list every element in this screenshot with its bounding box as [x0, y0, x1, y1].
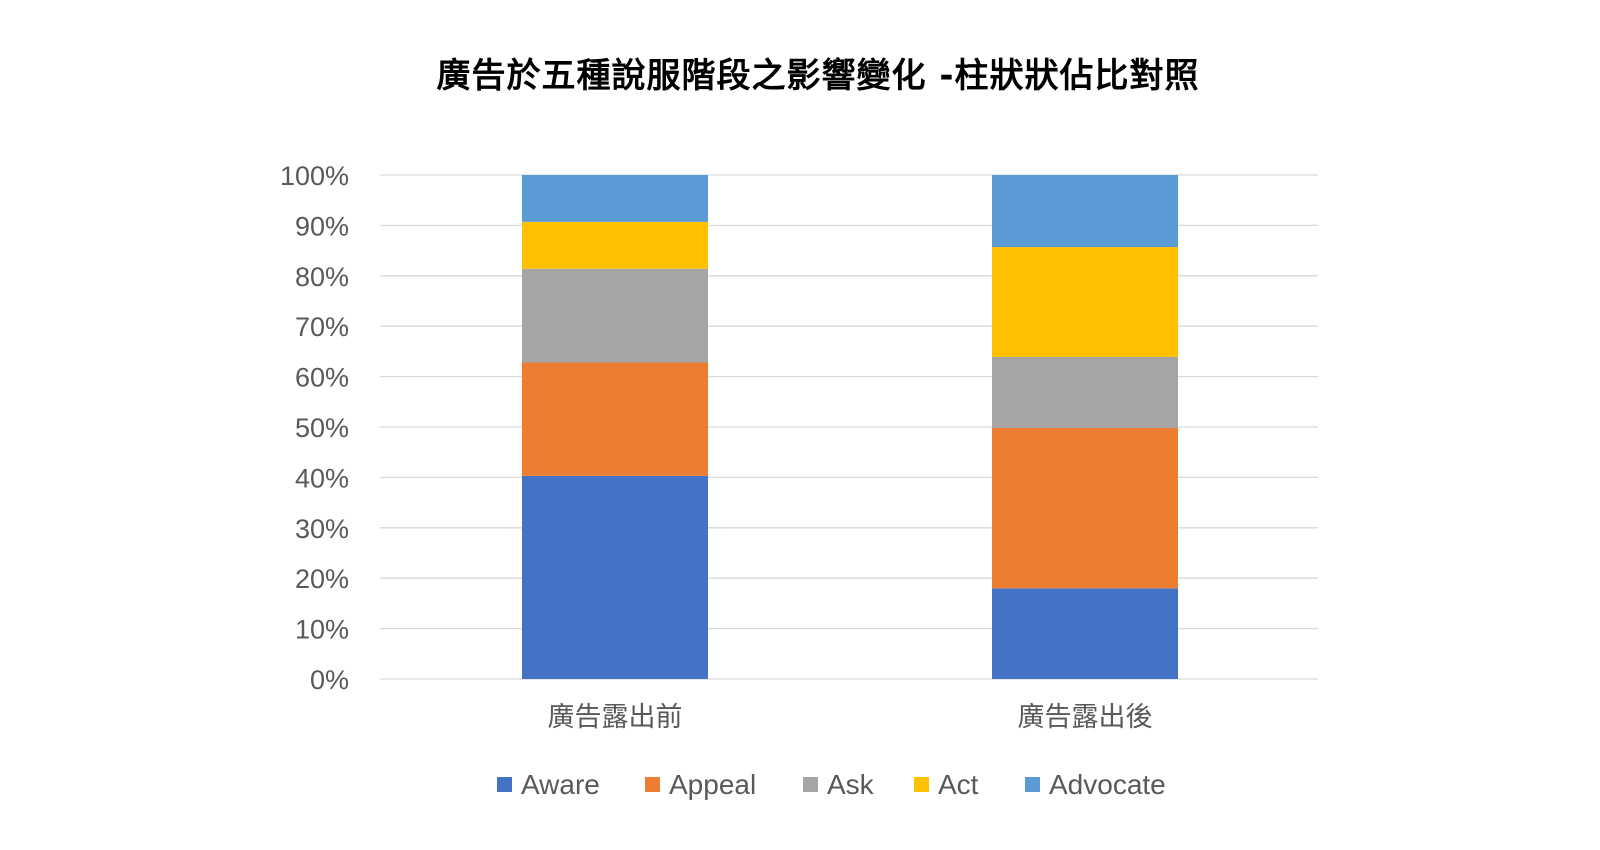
- legend: Aware Appeal Ask Act Advocate: [497, 769, 1166, 800]
- bar-segment-act-1: [522, 221, 708, 269]
- y-tick-label: 0%: [310, 665, 349, 695]
- legend-swatch-ask: [803, 777, 818, 792]
- bars: [522, 175, 1178, 679]
- legend-label-appeal: Appeal: [669, 769, 756, 800]
- bar-segment-advocate-1: [522, 175, 708, 222]
- legend-label-advocate: Advocate: [1049, 769, 1166, 800]
- legend-swatch-act: [914, 777, 929, 792]
- x-category-label: 廣告露出前: [548, 702, 683, 733]
- bar-segment-ask-2: [992, 356, 1178, 429]
- chart-title: 廣告於五種說服階段之影響變化 -柱狀狀佔比對照: [436, 56, 1200, 96]
- y-tick-label: 80%: [295, 262, 349, 292]
- bar-segment-appeal-1: [522, 362, 708, 476]
- y-axis-tick-labels: 0% 10% 20% 30% 40% 50% 60% 70% 80% 90% 100%: [280, 161, 349, 695]
- legend-label-ask: Ask: [827, 769, 875, 800]
- legend-label-aware: Aware: [521, 769, 600, 800]
- y-tick-label: 60%: [295, 363, 349, 393]
- bar-segment-act-2: [992, 247, 1178, 357]
- bar-segment-aware-1: [522, 475, 708, 679]
- bar-segment-aware-2: [992, 588, 1178, 679]
- y-tick-label: 50%: [295, 413, 349, 443]
- legend-swatch-appeal: [645, 777, 660, 792]
- x-axis-category-labels: 廣告露出前 廣告露出後: [548, 702, 1153, 733]
- legend-swatch-advocate: [1025, 777, 1040, 792]
- y-tick-label: 10%: [295, 615, 349, 645]
- y-tick-label: 70%: [295, 312, 349, 342]
- y-tick-label: 30%: [295, 514, 349, 544]
- legend-label-act: Act: [938, 769, 979, 800]
- legend-swatch-aware: [497, 777, 512, 792]
- y-tick-label: 40%: [295, 463, 349, 493]
- bar-segment-ask-1: [522, 268, 708, 363]
- x-category-label: 廣告露出後: [1018, 702, 1153, 733]
- bar-segment-appeal-2: [992, 428, 1178, 589]
- y-tick-label: 90%: [295, 211, 349, 241]
- y-tick-label: 100%: [280, 161, 349, 191]
- bar-segment-advocate-2: [992, 175, 1178, 248]
- y-tick-label: 20%: [295, 564, 349, 594]
